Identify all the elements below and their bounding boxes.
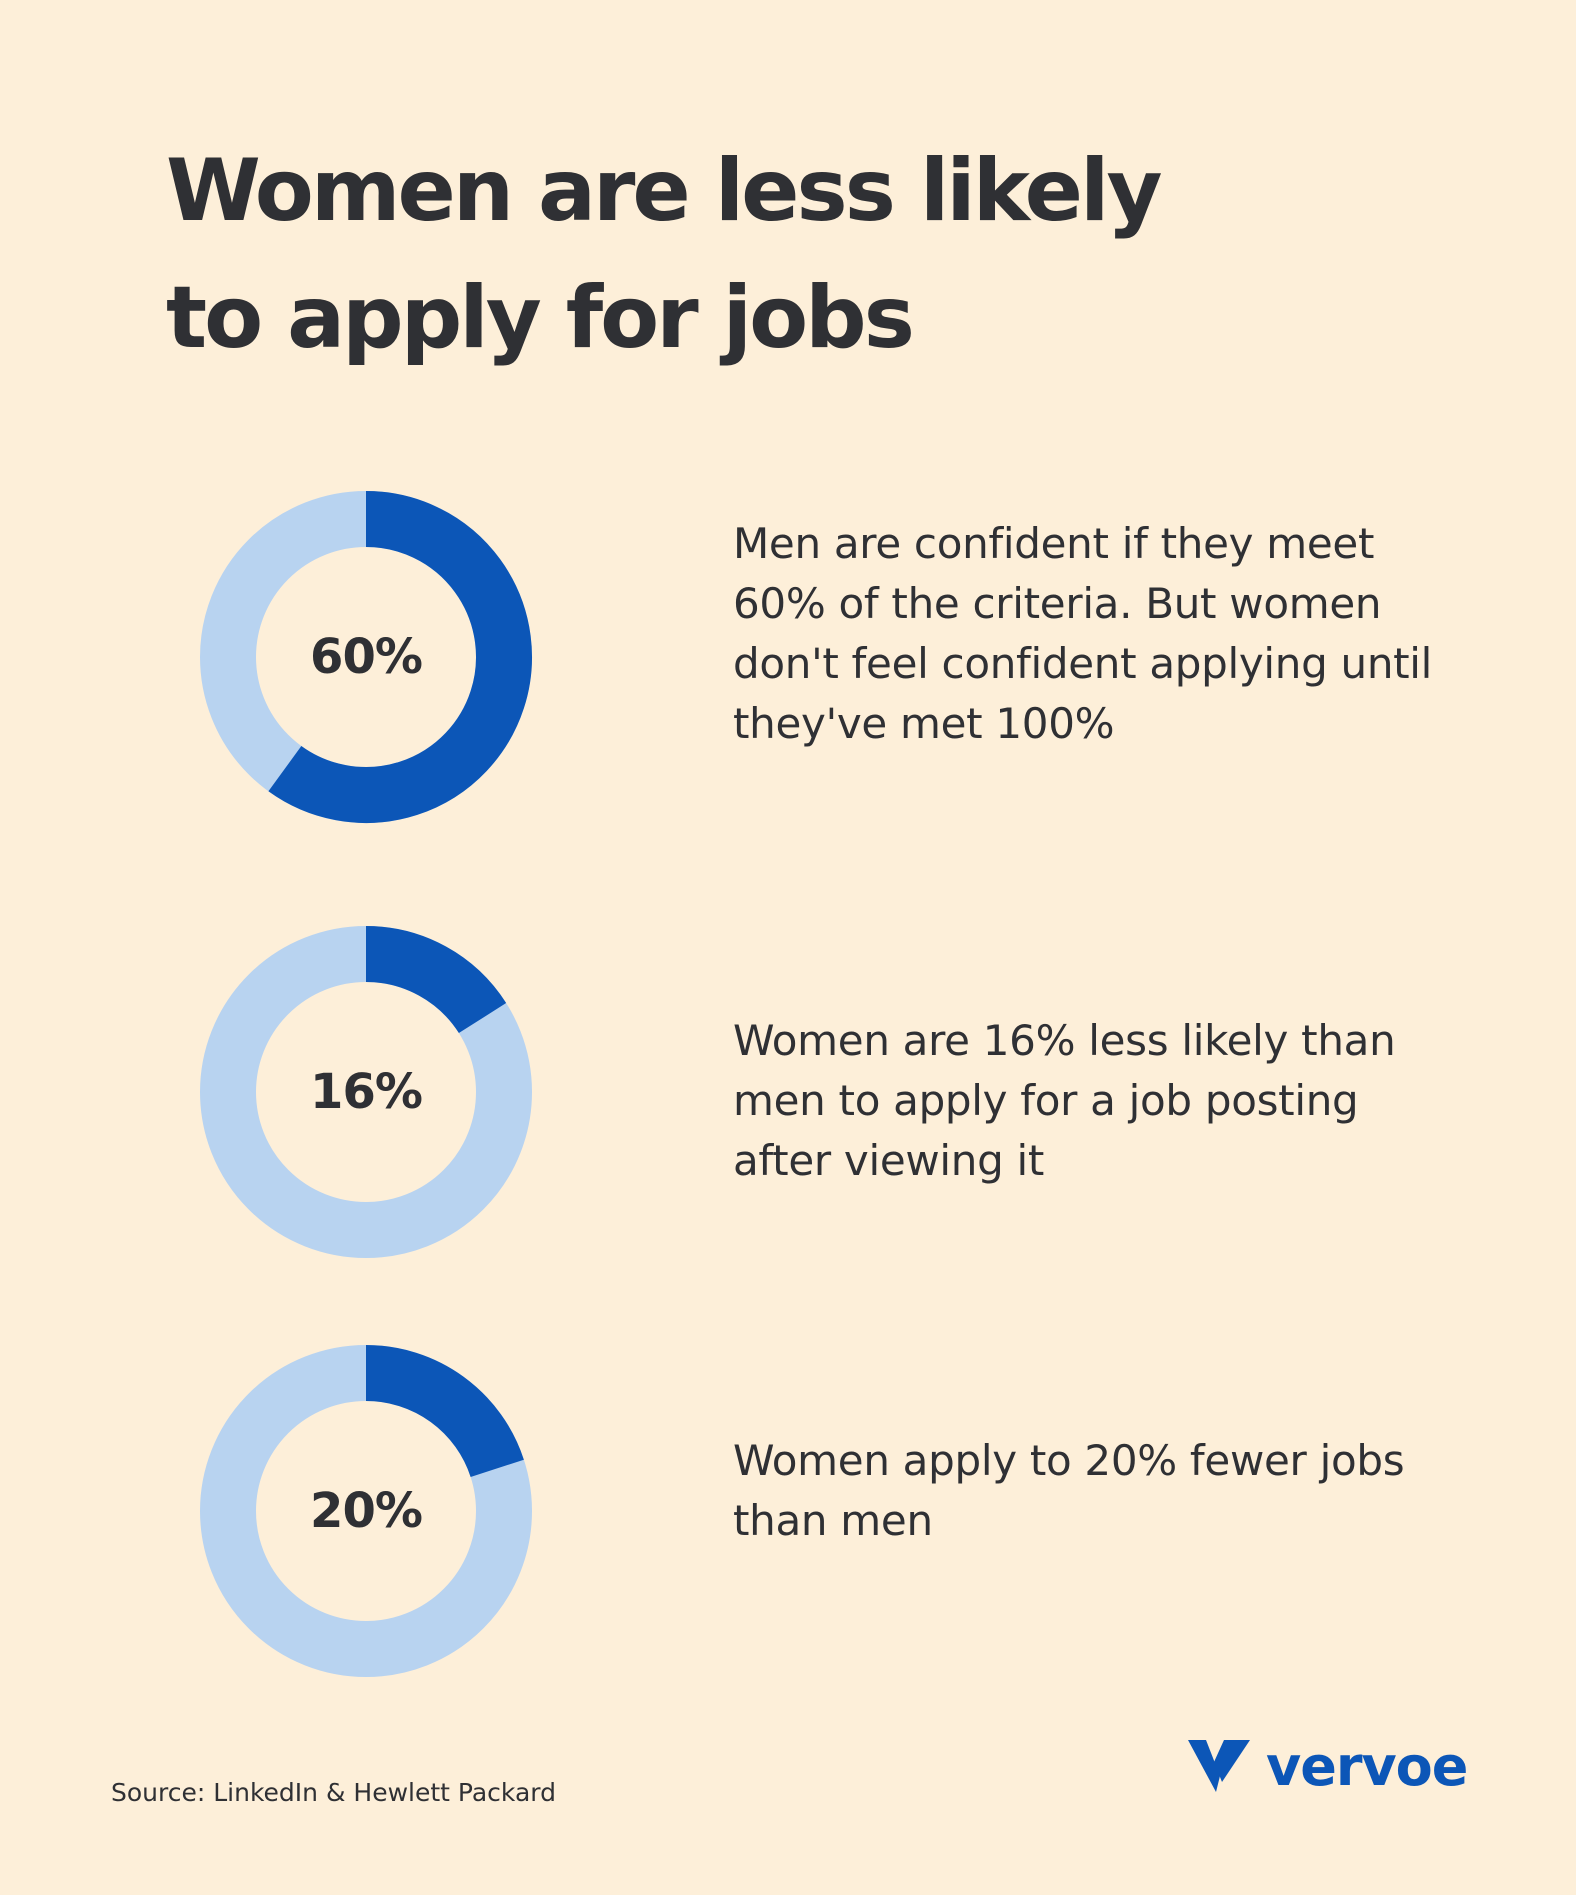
brand-logo: vervoe [1186, 1726, 1468, 1806]
brand-name: vervoe [1266, 1734, 1468, 1798]
title-line-2: to apply for jobs [166, 268, 915, 368]
donut-chart-svg: 60% [200, 491, 532, 823]
donut-value-arc [365, 926, 507, 1034]
vervoe-v-logo-icon [1188, 1740, 1250, 1792]
donut-chart-16: 16% [199, 925, 533, 1259]
donut-value-label: 60% [310, 629, 422, 685]
donut-value-label: 16% [310, 1064, 422, 1120]
source-note: Source: LinkedIn & Hewlett Packard [111, 1778, 556, 1807]
donut-value-arc [365, 1345, 524, 1478]
donut-chart-60: 60% [199, 490, 533, 824]
donut-chart-svg: 20% [200, 1345, 532, 1677]
stat-description: Women are 16% less likely than men to ap… [733, 1016, 1396, 1185]
stat-description: Women apply to 20% fewer jobs than men [733, 1436, 1405, 1545]
donut-value-arc [268, 491, 532, 823]
page-title: Women are less likely to apply for jobs [166, 128, 1266, 382]
title-line-1: Women are less likely [166, 141, 1163, 241]
donut-value-label: 20% [310, 1483, 422, 1539]
donut-chart-svg: 16% [200, 926, 532, 1258]
donut-chart-20: 20% [199, 1344, 533, 1678]
stat-description: Men are confident if they meet 60% of th… [733, 519, 1433, 748]
